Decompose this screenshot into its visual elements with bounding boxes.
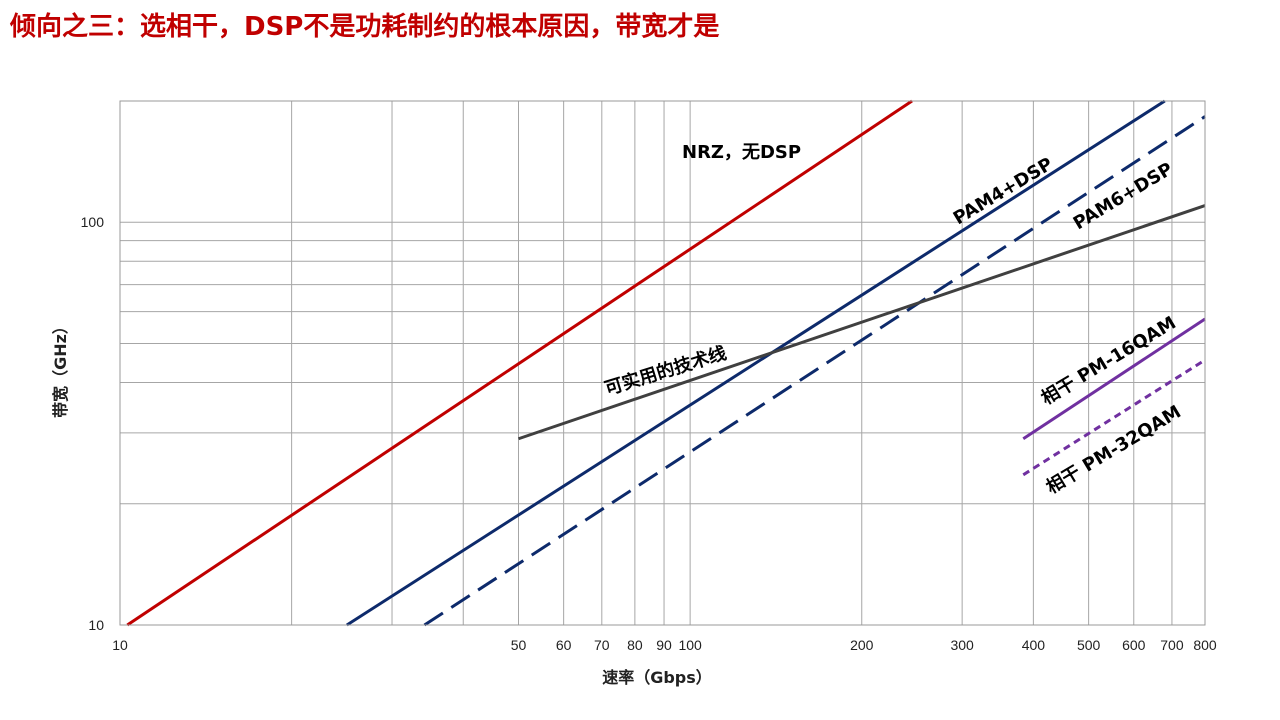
x-tick-label: 600 bbox=[1122, 637, 1146, 653]
x-tick-label: 300 bbox=[950, 637, 974, 653]
series-line bbox=[346, 99, 1166, 627]
y-axis-title: 带宽（GHz） bbox=[51, 318, 70, 418]
x-tick-label: 70 bbox=[594, 637, 610, 653]
series-line bbox=[423, 115, 1206, 627]
series-line bbox=[126, 99, 913, 627]
chart-ticks: 10 50 60 70 80 90 100 200 300 400 500 600 700 800 10 10… bbox=[81, 214, 1217, 653]
x-tick-label: 60 bbox=[556, 637, 572, 653]
x-tick-label: 400 bbox=[1022, 637, 1046, 653]
x-tick-label: 80 bbox=[627, 637, 643, 653]
plot-frame bbox=[119, 100, 1206, 626]
x-tick-label: 200 bbox=[850, 637, 874, 653]
y-tick-label: 100 bbox=[81, 214, 105, 230]
x-tick-label: 100 bbox=[678, 637, 702, 653]
x-tick-label: 500 bbox=[1077, 637, 1101, 653]
series-label: 相干 PM-16QAM bbox=[1038, 312, 1180, 409]
x-axis-title: 速率（Gbps） bbox=[602, 668, 712, 687]
x-tick-label: 700 bbox=[1160, 637, 1184, 653]
x-tick-label: 90 bbox=[656, 637, 672, 653]
x-tick-label: 10 bbox=[112, 637, 128, 653]
x-tick-label: 50 bbox=[511, 637, 527, 653]
series-label: NRZ，无DSP bbox=[682, 142, 801, 163]
series-line bbox=[1022, 317, 1206, 441]
chart-series bbox=[126, 99, 1206, 627]
series-label: 相干 PM-32QAM bbox=[1043, 401, 1185, 498]
series-label: PAM4+DSP bbox=[950, 154, 1057, 230]
slide-title: 倾向之三：选相干，DSP不是功耗制约的根本原因，带宽才是 bbox=[10, 12, 720, 42]
y-tick-label: 10 bbox=[88, 617, 104, 633]
x-tick-label: 800 bbox=[1193, 637, 1217, 653]
series-line bbox=[518, 204, 1206, 441]
